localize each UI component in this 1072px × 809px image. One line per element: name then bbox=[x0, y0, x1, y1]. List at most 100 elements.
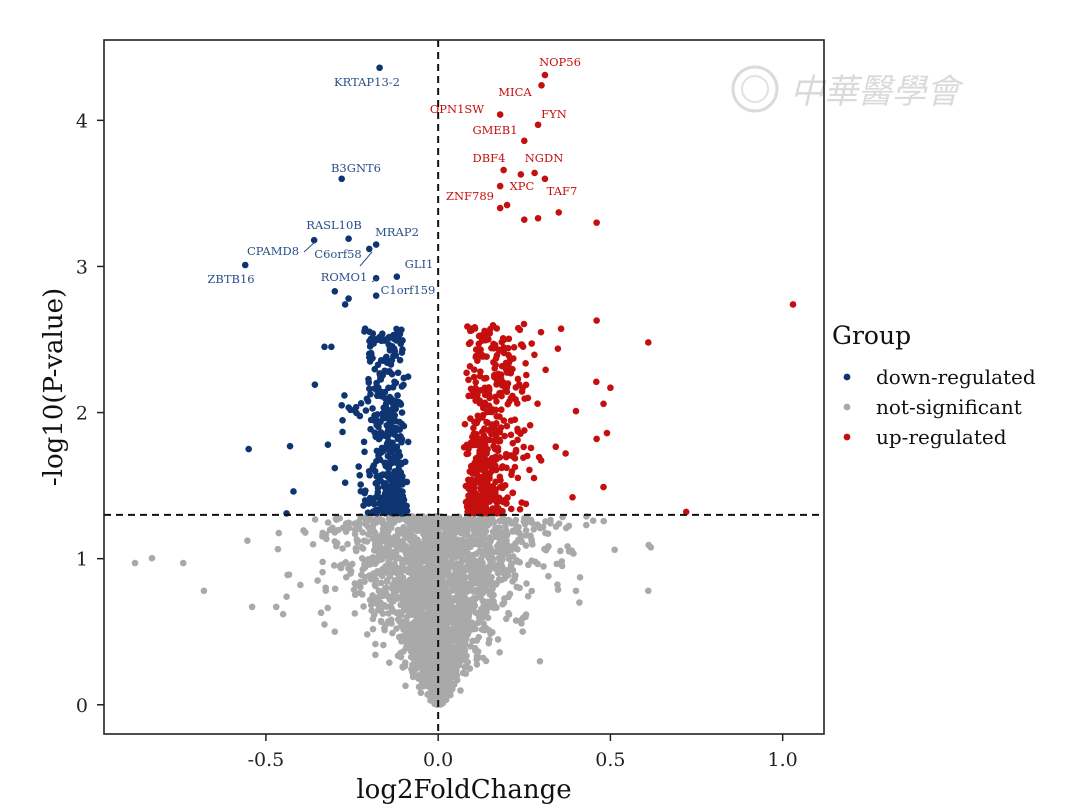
point-not-significant bbox=[372, 597, 380, 604]
point-not-significant bbox=[408, 521, 415, 528]
point-not-significant bbox=[420, 621, 428, 628]
point-not-significant bbox=[502, 522, 509, 530]
point-not-significant bbox=[447, 683, 455, 691]
point-not-significant bbox=[442, 669, 450, 676]
point-down-regulated bbox=[361, 497, 369, 504]
point-not-significant bbox=[402, 528, 410, 536]
point-down-regulated bbox=[394, 458, 402, 466]
point-up-regulated bbox=[517, 341, 525, 348]
point-up-regulated bbox=[510, 453, 518, 461]
point-up-regulated bbox=[526, 421, 534, 429]
point-not-significant bbox=[390, 568, 397, 576]
point-down-regulated bbox=[370, 462, 378, 469]
point-not-significant bbox=[438, 531, 446, 539]
point-down-regulated bbox=[385, 464, 393, 472]
point-not-significant bbox=[375, 587, 383, 595]
point-not-significant bbox=[382, 562, 389, 570]
point-up-regulated bbox=[552, 443, 560, 451]
point-not-significant bbox=[496, 517, 503, 525]
point-not-significant bbox=[473, 661, 481, 668]
point-not-significant bbox=[470, 595, 477, 602]
point-up-regulated bbox=[486, 329, 494, 337]
point-up-regulated bbox=[475, 332, 483, 340]
point-not-significant bbox=[301, 529, 309, 536]
point-up-regulated bbox=[472, 379, 480, 386]
point-not-significant bbox=[509, 553, 517, 560]
point-up-regulated bbox=[541, 71, 549, 79]
point-not-significant bbox=[497, 553, 504, 561]
point-down-regulated bbox=[394, 369, 402, 377]
point-not-significant bbox=[479, 654, 487, 662]
point-not-significant bbox=[361, 514, 368, 522]
point-down-regulated bbox=[389, 399, 396, 406]
point-not-significant bbox=[497, 576, 505, 584]
point-not-significant bbox=[522, 542, 530, 549]
point-not-significant bbox=[463, 585, 470, 592]
point-not-significant bbox=[317, 609, 325, 617]
point-not-significant bbox=[358, 543, 366, 551]
point-not-significant bbox=[528, 587, 536, 595]
point-not-significant bbox=[536, 524, 544, 532]
point-down-regulated bbox=[382, 459, 389, 467]
point-down-regulated bbox=[286, 442, 294, 450]
point-down-regulated bbox=[391, 476, 398, 484]
point-down-regulated bbox=[369, 405, 376, 412]
point-not-significant bbox=[451, 578, 458, 586]
point-up-regulated bbox=[465, 376, 472, 384]
point-up-regulated bbox=[506, 398, 513, 405]
point-not-significant bbox=[396, 572, 403, 580]
point-up-regulated bbox=[493, 325, 501, 332]
point-up-regulated bbox=[465, 340, 473, 348]
point-up-regulated bbox=[496, 182, 504, 190]
point-not-significant bbox=[421, 576, 428, 584]
point-up-regulated bbox=[491, 495, 499, 502]
threshold-lines bbox=[104, 40, 824, 734]
point-up-regulated bbox=[520, 216, 528, 224]
point-not-significant bbox=[365, 524, 373, 532]
point-not-significant bbox=[489, 593, 496, 600]
point-up-regulated bbox=[482, 374, 490, 382]
point-up-regulated bbox=[520, 454, 527, 461]
point-up-regulated bbox=[531, 169, 538, 177]
point-not-significant bbox=[495, 525, 502, 533]
point-up-regulated bbox=[492, 393, 499, 401]
point-up-regulated bbox=[494, 447, 502, 455]
y-tick-label: 1 bbox=[76, 549, 88, 571]
point-down-regulated bbox=[245, 445, 252, 453]
point-down-regulated bbox=[398, 383, 406, 390]
point-not-significant bbox=[412, 524, 420, 532]
point-down-regulated bbox=[338, 401, 346, 409]
point-not-significant bbox=[345, 519, 353, 527]
point-not-significant bbox=[408, 665, 415, 673]
point-not-significant bbox=[342, 528, 350, 535]
point-not-significant bbox=[430, 584, 438, 591]
point-down-regulated bbox=[341, 301, 349, 308]
point-not-significant bbox=[482, 624, 490, 632]
point-not-significant bbox=[393, 543, 400, 551]
point-up-regulated bbox=[603, 429, 611, 437]
point-not-significant bbox=[400, 599, 408, 607]
point-down-regulated bbox=[388, 357, 396, 364]
point-up-regulated bbox=[517, 171, 525, 178]
point-not-significant bbox=[465, 597, 472, 604]
point-up-regulated bbox=[504, 344, 512, 352]
point-down-regulated bbox=[345, 404, 352, 411]
point-not-significant bbox=[417, 604, 424, 612]
point-up-regulated bbox=[481, 399, 489, 407]
point-not-significant bbox=[369, 625, 377, 633]
point-not-significant bbox=[431, 689, 439, 696]
point-down-regulated bbox=[395, 332, 402, 340]
point-not-significant bbox=[351, 580, 359, 587]
gene-label: KRTAP13-2 bbox=[334, 75, 400, 89]
point-not-significant bbox=[557, 547, 564, 555]
point-not-significant bbox=[319, 568, 326, 576]
point-up-regulated bbox=[535, 453, 543, 461]
point-up-regulated bbox=[600, 483, 607, 491]
point-not-significant bbox=[425, 548, 433, 555]
point-not-significant bbox=[426, 588, 434, 596]
point-not-significant bbox=[332, 527, 340, 535]
point-not-significant bbox=[359, 529, 366, 536]
point-up-regulated bbox=[480, 431, 488, 439]
point-not-significant bbox=[463, 602, 471, 610]
point-up-regulated bbox=[464, 450, 472, 457]
